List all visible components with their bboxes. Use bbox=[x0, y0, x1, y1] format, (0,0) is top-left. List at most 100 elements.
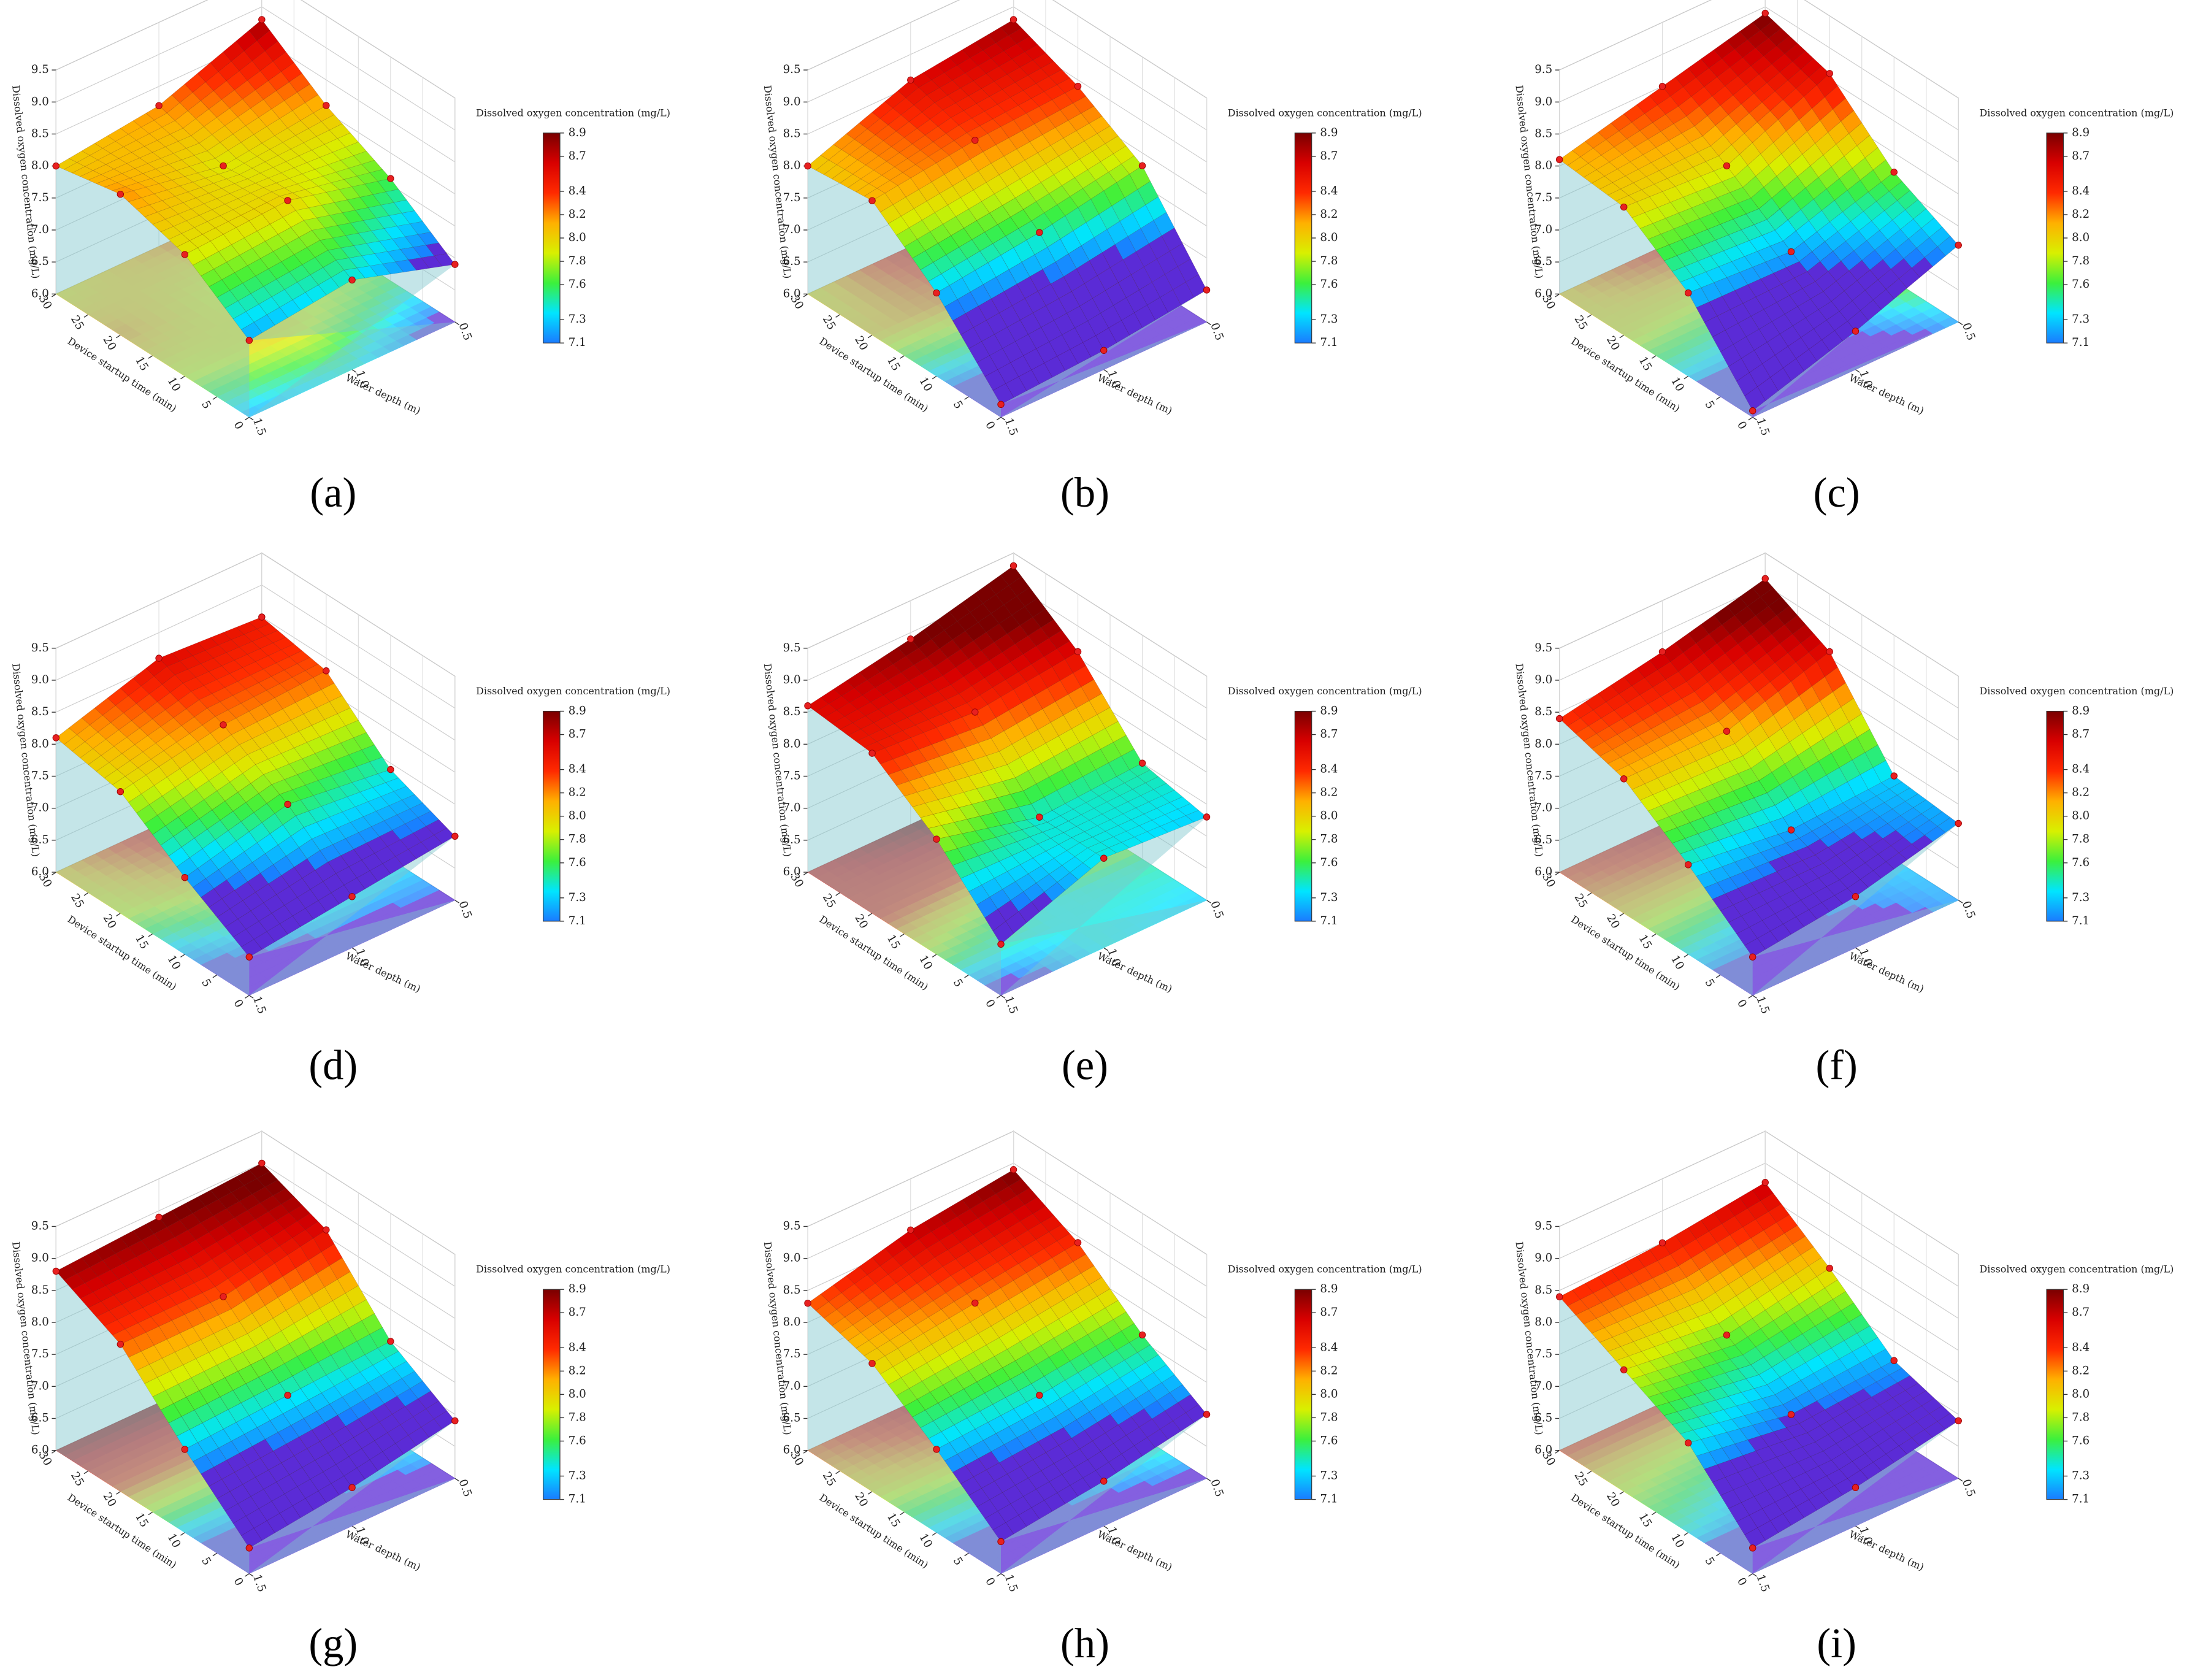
y-tick-label: 5 bbox=[951, 977, 965, 990]
z-tick-label: 8.5 bbox=[1534, 127, 1552, 140]
z-tick-label: 8.0 bbox=[1534, 159, 1552, 172]
data-point bbox=[1203, 286, 1211, 294]
data-point bbox=[323, 102, 330, 109]
y-tick-label: 15 bbox=[884, 355, 903, 374]
colorbar bbox=[2046, 132, 2064, 343]
data-point bbox=[1138, 162, 1146, 169]
panel-label: (d) bbox=[308, 1042, 358, 1089]
data-point bbox=[220, 721, 227, 729]
y-tick-label: 25 bbox=[820, 892, 838, 911]
y-tick bbox=[245, 416, 250, 421]
y-tick bbox=[245, 995, 250, 999]
data-point bbox=[804, 162, 811, 170]
y-tick bbox=[835, 892, 840, 896]
y-tick bbox=[1619, 913, 1625, 917]
data-point bbox=[155, 654, 163, 662]
y-tick-label: 25 bbox=[1571, 892, 1590, 911]
colorbar-tick-label: 7.8 bbox=[2072, 255, 2090, 267]
y-tick bbox=[1684, 954, 1689, 958]
z-axis-label: Dissolved oxygen concentration (mg/L) bbox=[1513, 85, 1545, 279]
data-point bbox=[1100, 854, 1108, 862]
colorbar bbox=[543, 132, 561, 343]
y-tick-label: 5 bbox=[199, 399, 213, 412]
colorbar-tick-label: 8.0 bbox=[2072, 231, 2090, 244]
y-tick bbox=[1651, 933, 1657, 937]
x-axis-label: Water depth (m) bbox=[344, 372, 423, 416]
colorbar-tick-label: 8.9 bbox=[569, 705, 586, 718]
data-point bbox=[1074, 648, 1082, 656]
panel-label: (e) bbox=[1062, 1042, 1108, 1089]
colorbar-tick-label: 8.9 bbox=[2072, 126, 2090, 139]
y-tick bbox=[1651, 355, 1657, 359]
x-tick-label: 1.5 bbox=[250, 416, 269, 437]
y-tick bbox=[180, 954, 185, 958]
y-tick bbox=[1684, 375, 1689, 380]
z-tick-label: 8.0 bbox=[1534, 737, 1552, 750]
colorbar-tick-label: 8.7 bbox=[1320, 150, 1338, 163]
z-tick-label: 9.0 bbox=[31, 95, 49, 108]
data-point bbox=[387, 175, 394, 182]
z-tick-label: 9.5 bbox=[31, 63, 49, 76]
z-axis-label: Dissolved oxygen concentration (mg/L) bbox=[10, 663, 42, 857]
x-tick-label: 0.5 bbox=[456, 321, 474, 342]
z-tick-label: 9.5 bbox=[1534, 63, 1552, 76]
x-tick-label: 0.5 bbox=[1959, 899, 1978, 920]
x-tick-label: 1.5 bbox=[1753, 994, 1772, 1015]
x-axis-label: Water depth (m) bbox=[1847, 372, 1926, 416]
data-point bbox=[52, 734, 60, 742]
y-tick-label: 20 bbox=[852, 912, 870, 931]
data-point bbox=[1100, 347, 1108, 354]
y-tick bbox=[52, 293, 56, 297]
z-tick-label: 8.0 bbox=[31, 159, 49, 172]
x-tick-label: 1.5 bbox=[1002, 416, 1021, 437]
data-point bbox=[284, 197, 291, 204]
z-tick-label: 9.5 bbox=[783, 63, 801, 76]
y-tick bbox=[148, 355, 153, 359]
data-point bbox=[155, 102, 163, 109]
colorbar-tick-label: 8.0 bbox=[1320, 810, 1338, 823]
y-tick-label: 0 bbox=[983, 419, 997, 432]
data-point bbox=[387, 765, 394, 773]
data-point bbox=[1761, 9, 1769, 17]
data-point bbox=[1890, 168, 1898, 176]
y-tick-label: 5 bbox=[951, 399, 965, 412]
colorbar-tick-label: 7.3 bbox=[1320, 891, 1338, 904]
z-tick-label: 9.5 bbox=[31, 642, 49, 654]
data-point bbox=[220, 162, 227, 170]
colorbar-tick-label: 8.0 bbox=[569, 810, 586, 823]
x-tick bbox=[454, 321, 460, 326]
data-point bbox=[868, 197, 876, 204]
y-tick-label: 15 bbox=[1636, 355, 1654, 374]
x-tick-label: 0.5 bbox=[1959, 321, 1978, 342]
panel: 6.06.57.07.58.08.59.09.50510152025300.51… bbox=[10, 552, 670, 1089]
y-tick-label: 15 bbox=[132, 355, 151, 374]
colorbar-tick-label: 8.9 bbox=[1320, 126, 1338, 139]
z-tick-label: 8.5 bbox=[31, 127, 49, 140]
data-point bbox=[52, 162, 60, 170]
x-tick bbox=[351, 369, 357, 373]
data-point bbox=[323, 667, 330, 675]
colorbar-tick-label: 8.9 bbox=[1320, 705, 1338, 718]
data-point bbox=[245, 337, 253, 344]
data-point bbox=[348, 893, 356, 900]
panel: 6.06.57.07.58.08.59.09.50510152025300.51… bbox=[762, 0, 1422, 516]
colorbar-tick-label: 8.4 bbox=[1320, 185, 1338, 198]
colorbar-tick-label: 8.4 bbox=[569, 763, 586, 776]
colorbar-tick-label: 7.3 bbox=[569, 891, 586, 904]
z-tick-label: 8.0 bbox=[31, 737, 49, 750]
data-point bbox=[1556, 156, 1563, 163]
y-tick-label: 0 bbox=[1734, 997, 1749, 1010]
colorbar-tick-label: 8.7 bbox=[569, 728, 586, 741]
data-point bbox=[245, 953, 253, 961]
y-tick bbox=[900, 355, 905, 359]
z-tick-label: 9.0 bbox=[783, 95, 801, 108]
y-tick-label: 20 bbox=[101, 334, 119, 353]
colorbar-tick-label: 7.6 bbox=[2072, 278, 2090, 291]
panel-label: (b) bbox=[1060, 469, 1109, 516]
data-point bbox=[1955, 242, 1962, 249]
y-tick bbox=[1715, 974, 1721, 978]
y-tick-label: 5 bbox=[1702, 399, 1717, 412]
y-tick-label: 10 bbox=[916, 953, 935, 972]
colorbar-title: Dissolved oxygen concentration (mg/L) bbox=[1228, 107, 1422, 118]
